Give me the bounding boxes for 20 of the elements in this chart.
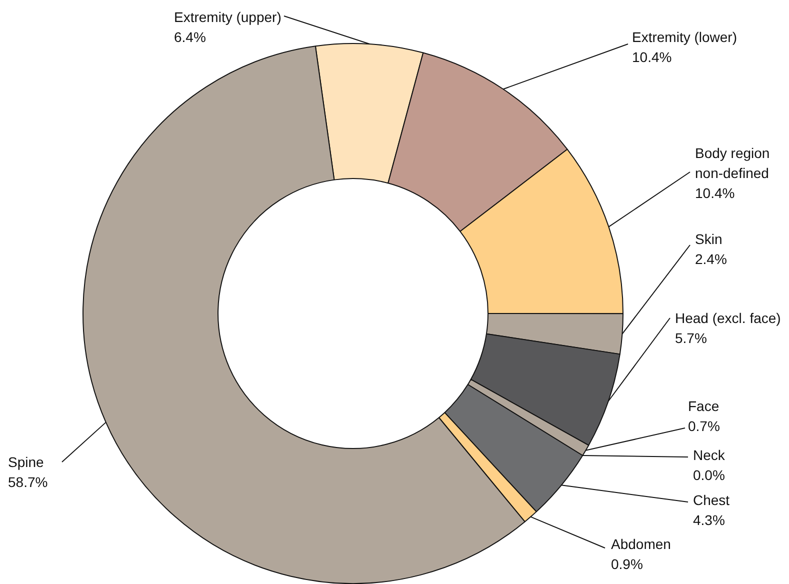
slice-label: Chest xyxy=(693,492,730,508)
slice-label: Face xyxy=(688,398,720,414)
slice-label: Body region non-defined xyxy=(695,145,770,181)
data-label: 0.9% xyxy=(611,556,643,572)
data-label: 58.7% xyxy=(8,474,48,490)
category-label: Neck xyxy=(693,447,725,463)
data-label: 0.7% xyxy=(688,418,720,434)
data-label: 2.4% xyxy=(695,251,727,267)
slice-label: Skin xyxy=(695,231,722,247)
data-label: 10.4% xyxy=(632,49,672,65)
data-label: 10.4% xyxy=(695,185,735,201)
slice-label: Spine xyxy=(8,454,44,470)
text: 0.0% xyxy=(693,467,725,483)
slice-label: Extremity (upper) xyxy=(174,9,282,25)
slice-label: Extremity (lower) xyxy=(632,29,738,45)
data-label: 6.4% xyxy=(174,29,206,45)
slice-label: Head (excl. face) xyxy=(675,310,781,326)
data-label: 4.3% xyxy=(693,512,725,528)
data-label: 5.7% xyxy=(675,330,707,346)
slice-label: Abdomen xyxy=(611,536,671,552)
